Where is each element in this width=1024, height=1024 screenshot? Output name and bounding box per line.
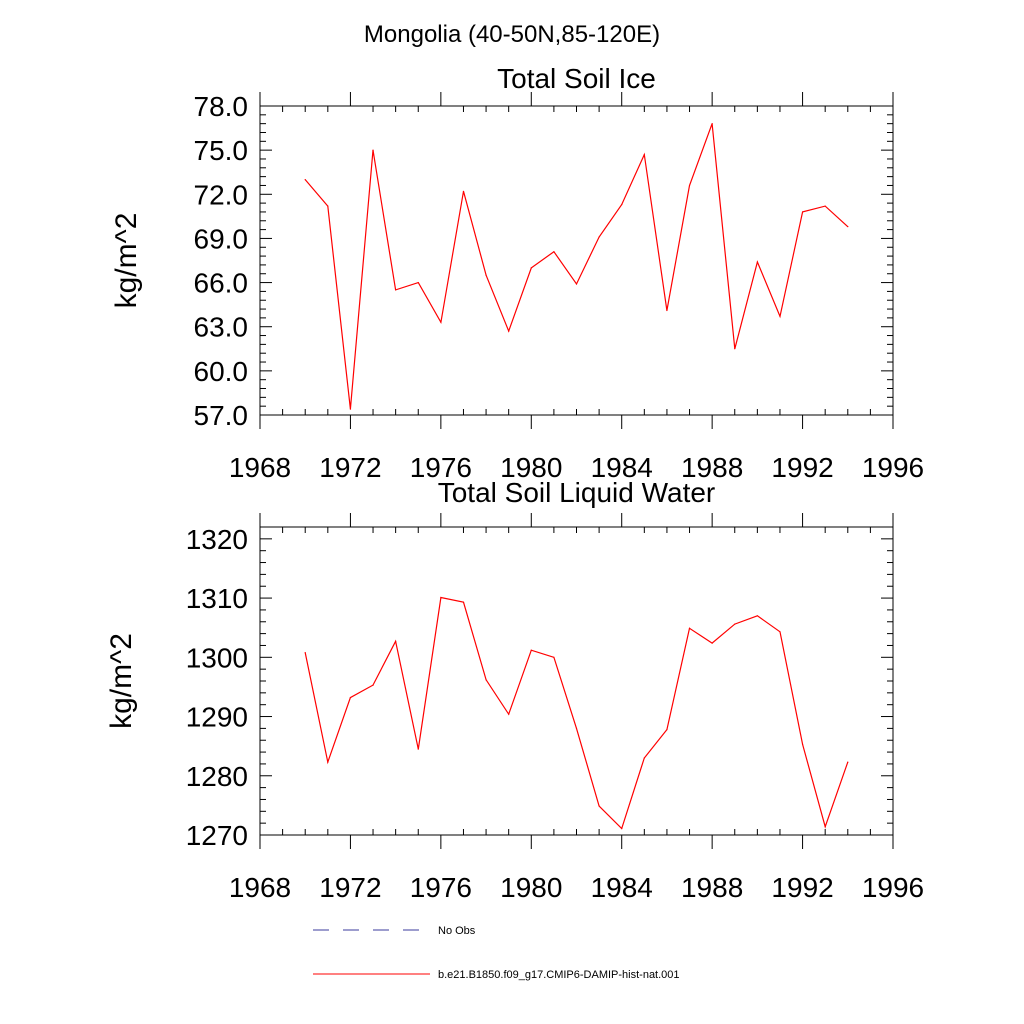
data-point bbox=[508, 713, 510, 715]
data-point bbox=[779, 631, 781, 633]
x-tick-label: 1988 bbox=[681, 452, 743, 483]
data-point bbox=[643, 153, 645, 156]
panel-title: Total Soil Ice bbox=[497, 63, 656, 94]
x-tick-label: 1980 bbox=[500, 452, 562, 483]
data-point bbox=[666, 728, 668, 731]
plot-frame bbox=[259, 526, 894, 836]
data-point bbox=[530, 267, 532, 269]
data-point bbox=[847, 761, 849, 763]
data-point bbox=[734, 348, 736, 350]
data-point bbox=[756, 615, 758, 617]
y-tick-label: 57.0 bbox=[194, 400, 249, 431]
data-point bbox=[485, 679, 487, 681]
figure-title: Mongolia (40-50N,85-120E) bbox=[364, 21, 660, 48]
data-point bbox=[327, 205, 329, 207]
x-tick-label: 1980 bbox=[500, 872, 562, 903]
data-point bbox=[553, 656, 555, 658]
data-point bbox=[598, 805, 600, 807]
y-tick-label: 1320 bbox=[186, 524, 248, 555]
data-point bbox=[485, 274, 487, 276]
y-tick-label: 75.0 bbox=[194, 135, 249, 166]
y-tick-label: 78.0 bbox=[194, 91, 249, 122]
y-tick-label: 69.0 bbox=[194, 223, 249, 254]
data-point bbox=[304, 651, 306, 654]
x-tick-label: 1992 bbox=[771, 452, 833, 483]
x-tick-label: 1988 bbox=[681, 872, 743, 903]
y-axis-label: kg/m^2 bbox=[105, 633, 138, 729]
data-point bbox=[372, 684, 374, 686]
data-point bbox=[711, 642, 713, 644]
plot-frame bbox=[259, 105, 894, 416]
y-tick-label: 66.0 bbox=[194, 268, 249, 299]
data-point bbox=[688, 627, 691, 629]
data-point bbox=[779, 315, 781, 318]
data-point bbox=[417, 281, 419, 284]
y-tick-label: 1270 bbox=[186, 820, 248, 851]
data-point bbox=[304, 178, 306, 181]
data-point bbox=[824, 826, 826, 828]
data-point bbox=[440, 321, 442, 323]
data-point bbox=[395, 640, 397, 642]
y-tick-label: 72.0 bbox=[194, 179, 249, 210]
legend: No Obs b.e21.B1850.f09_g17.CMIP6-DAMIP-h… bbox=[313, 925, 680, 981]
x-tick-label: 1968 bbox=[229, 452, 291, 483]
data-point bbox=[553, 251, 555, 253]
x-tick-label: 1984 bbox=[591, 452, 653, 483]
x-tick-label: 1968 bbox=[229, 872, 291, 903]
data-point bbox=[688, 184, 691, 187]
data-point bbox=[666, 309, 668, 312]
data-point bbox=[756, 261, 758, 263]
y-tick-label: 1310 bbox=[186, 583, 248, 614]
data-point bbox=[643, 757, 645, 759]
y-tick-label: 1290 bbox=[186, 702, 248, 733]
x-tick-label: 1984 bbox=[591, 872, 653, 903]
x-tick-label: 1992 bbox=[771, 872, 833, 903]
data-point bbox=[847, 226, 849, 228]
y-tick-label: 1280 bbox=[186, 761, 248, 792]
series-line bbox=[304, 123, 849, 410]
y-tick-label: 60.0 bbox=[194, 356, 249, 387]
x-tick-label: 1972 bbox=[319, 872, 381, 903]
data-point bbox=[417, 748, 419, 750]
data-point bbox=[440, 596, 442, 599]
data-point bbox=[575, 727, 578, 729]
panel-title: Total Soil Liquid Water bbox=[438, 477, 716, 508]
data-point bbox=[824, 205, 826, 207]
legend-label-no-obs: No Obs bbox=[438, 925, 476, 937]
data-point bbox=[575, 283, 578, 285]
x-tick-label: 1976 bbox=[410, 452, 472, 483]
data-point bbox=[734, 623, 736, 625]
panel-total-soil-ice: Total Soil Ice kg/m^2 1968 1972 1976 1980 1984… bbox=[110, 63, 924, 483]
data-point bbox=[349, 408, 352, 410]
data-point bbox=[530, 649, 532, 651]
data-point bbox=[801, 211, 804, 213]
data-point bbox=[801, 743, 804, 745]
legend-label-hist-nat: b.e21.B1850.f09_g17.CMIP6-DAMIP-hist-nat… bbox=[438, 969, 680, 981]
y-tick-label: 63.0 bbox=[194, 312, 249, 343]
data-point bbox=[711, 123, 713, 125]
data-point bbox=[598, 236, 600, 238]
x-tick-label: 1996 bbox=[862, 872, 924, 903]
x-tick-label: 1972 bbox=[319, 452, 381, 483]
data-point bbox=[372, 149, 374, 151]
data-point bbox=[621, 203, 623, 206]
data-point bbox=[349, 696, 352, 699]
data-point bbox=[621, 827, 623, 830]
y-tick-label: 1300 bbox=[186, 642, 248, 673]
x-tick-label: 1996 bbox=[862, 452, 924, 483]
x-tick-label: 1976 bbox=[410, 872, 472, 903]
panel-total-soil-liquid-water: Total Soil Liquid Water kg/m^2 1968 1972 197… bbox=[105, 477, 924, 903]
data-point bbox=[462, 601, 465, 603]
data-point bbox=[327, 761, 329, 763]
data-point bbox=[395, 289, 397, 291]
data-point bbox=[462, 190, 465, 192]
y-axis-label: kg/m^2 bbox=[110, 213, 143, 309]
data-point bbox=[508, 330, 510, 332]
series-line bbox=[304, 596, 849, 830]
